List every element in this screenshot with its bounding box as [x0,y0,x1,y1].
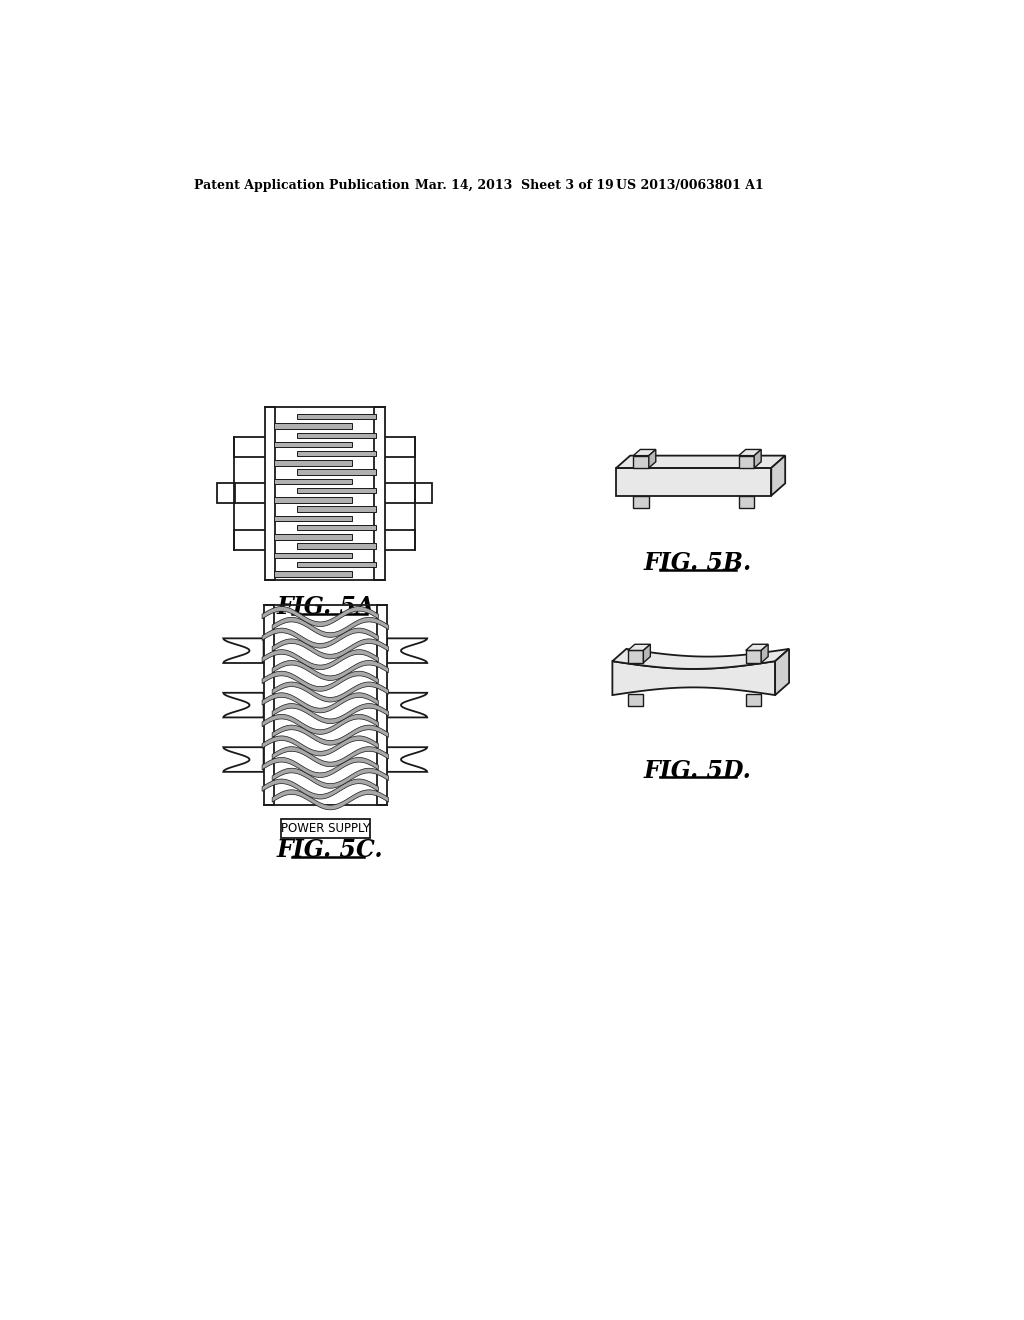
Polygon shape [272,682,388,702]
Bar [297,488,376,494]
Bar [384,531,415,550]
Bar [217,483,234,503]
Text: Mar. 14, 2013  Sheet 3 of 19: Mar. 14, 2013 Sheet 3 of 19 [415,180,613,193]
Bar [633,495,649,508]
Text: US 2013/0063801 A1: US 2013/0063801 A1 [616,180,764,193]
Polygon shape [633,449,655,455]
Bar [628,651,643,663]
Bar [265,407,275,579]
Bar [273,461,352,466]
Bar [273,498,352,503]
Text: FIG. 5A.: FIG. 5A. [276,595,383,619]
Bar [415,483,432,503]
Bar [273,424,352,429]
Bar [273,553,352,558]
Polygon shape [262,672,378,692]
Polygon shape [262,693,378,713]
Polygon shape [262,737,378,756]
Bar [377,605,387,805]
Bar [263,605,273,805]
Bar [384,437,415,457]
Polygon shape [387,639,427,663]
Polygon shape [223,639,263,663]
Bar [628,693,643,706]
Bar [738,455,755,469]
Bar [375,407,385,579]
Polygon shape [272,639,388,659]
Text: Patent Application Publication: Patent Application Publication [194,180,410,193]
Polygon shape [612,649,790,669]
Bar [273,516,352,521]
Polygon shape [745,644,768,651]
Polygon shape [649,449,655,469]
Polygon shape [272,725,388,744]
Bar [297,525,376,531]
Polygon shape [616,455,785,469]
Bar [234,531,266,550]
Bar [745,651,761,663]
Text: FIG. 5B.: FIG. 5B. [643,550,752,574]
Bar [281,818,371,838]
Polygon shape [643,644,650,663]
Polygon shape [272,704,388,723]
Polygon shape [272,660,388,680]
Polygon shape [262,758,378,777]
Bar [616,469,771,496]
Polygon shape [262,714,378,734]
Polygon shape [262,607,378,627]
Polygon shape [272,768,388,788]
Polygon shape [387,693,427,718]
Bar [234,437,266,457]
Polygon shape [387,747,427,772]
Polygon shape [262,628,378,648]
Bar [273,572,352,577]
Polygon shape [755,449,761,469]
Bar [273,535,352,540]
Polygon shape [628,644,650,651]
Bar [273,442,352,447]
Polygon shape [223,747,263,772]
Polygon shape [272,789,388,809]
Polygon shape [223,693,263,718]
Bar [633,455,649,469]
Text: FIG. 5D.: FIG. 5D. [644,759,752,783]
Bar [297,433,376,438]
Polygon shape [761,644,768,663]
Polygon shape [775,649,790,696]
Bar [384,483,415,503]
Bar [297,470,376,475]
Polygon shape [262,649,378,669]
Bar [234,483,266,503]
Text: FIG. 5C.: FIG. 5C. [276,838,383,862]
Bar [297,507,376,512]
Bar [297,544,376,549]
Bar [738,495,755,508]
Polygon shape [262,779,378,799]
Polygon shape [272,618,388,638]
Polygon shape [612,661,775,696]
Polygon shape [272,747,388,767]
Bar [273,479,352,484]
Text: POWER SUPPLY: POWER SUPPLY [281,822,371,836]
Bar [297,451,376,457]
Bar [745,693,761,706]
Polygon shape [771,455,785,496]
Bar [297,562,376,568]
Bar [297,414,376,420]
Polygon shape [738,449,761,455]
